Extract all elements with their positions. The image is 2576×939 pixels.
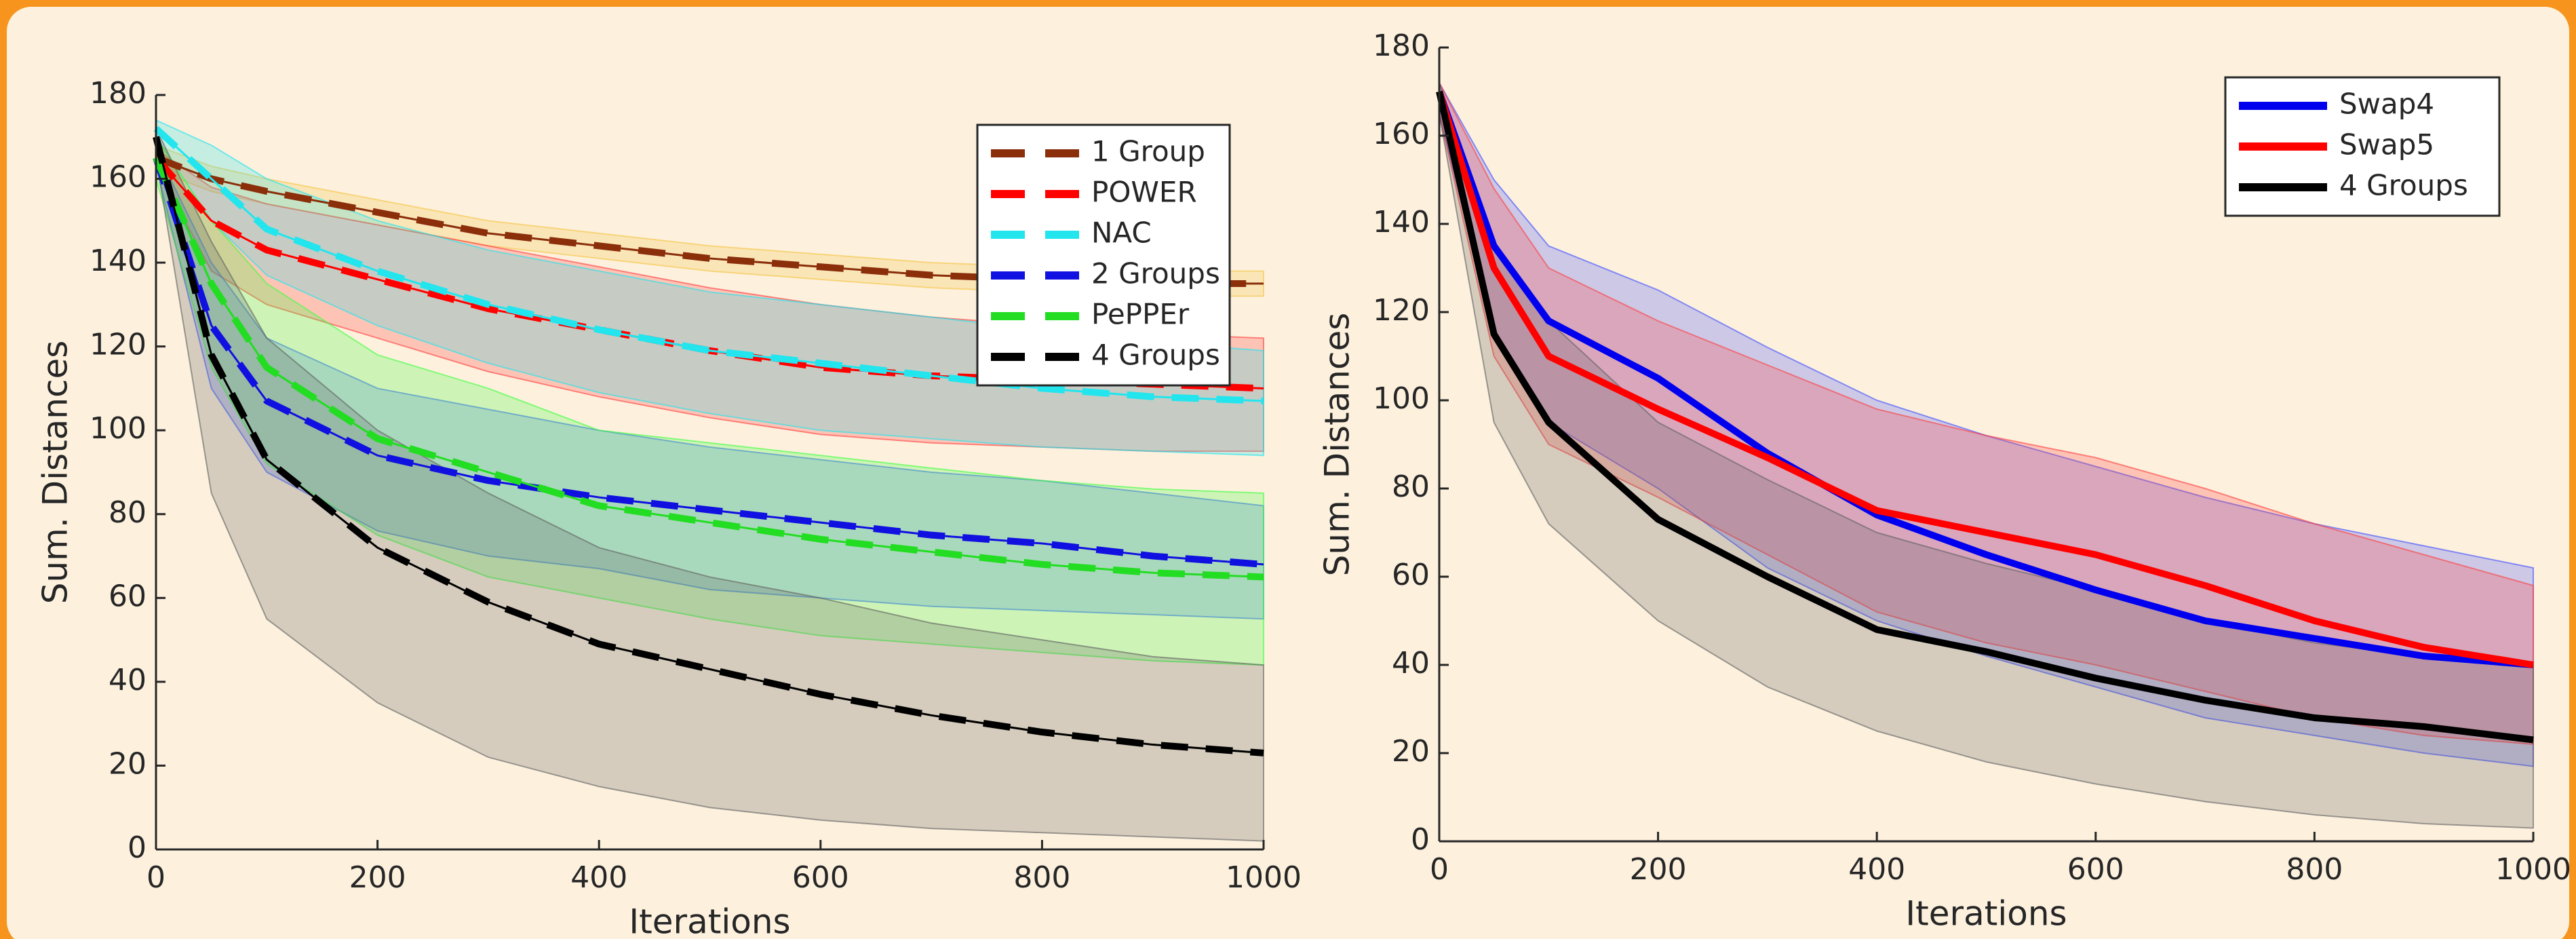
y-tick-label: 60: [1392, 558, 1430, 592]
x-tick-label: 400: [570, 860, 627, 895]
legend-label: 4 Groups: [1091, 339, 1220, 372]
legend-label: Swap4: [2339, 88, 2434, 121]
legend: 1 Group POWER NAC 2 Groups PePPEr 4 Groups: [976, 123, 1231, 387]
y-axis-label: Sum. Distances: [36, 341, 75, 605]
series-line: [153, 157, 1264, 568]
legend-label: 1 Group: [1091, 135, 1205, 168]
x-axis-label: Iterations: [629, 902, 790, 939]
legend-label: Swap5: [2339, 128, 2434, 161]
x-axis-label: Iterations: [1905, 894, 2067, 934]
y-tick-label: 120: [90, 328, 147, 362]
y-tick-label: 20: [1392, 734, 1430, 769]
y-tick-label: 40: [1392, 646, 1430, 681]
legend-label: PePPEr: [1091, 298, 1190, 331]
x-tick-label: 200: [1630, 852, 1687, 887]
x-tick-label: 600: [792, 860, 849, 895]
legend-label: 2 Groups: [1091, 257, 1220, 290]
y-tick-label: 180: [1373, 28, 1430, 63]
legend-label: POWER: [1091, 176, 1197, 209]
y-tick-label: 160: [90, 160, 147, 195]
series-line: [1436, 90, 2534, 668]
y-tick-label: 180: [90, 76, 147, 111]
series-line: [1436, 90, 2534, 668]
y-tick-label: 0: [1411, 822, 1430, 857]
band: [1439, 82, 2534, 829]
x-tick-label: 800: [2286, 852, 2343, 887]
y-tick-label: 80: [109, 495, 147, 530]
background: [7, 7, 2569, 939]
y-tick-label: 40: [109, 663, 147, 697]
y-tick-label: 160: [1373, 117, 1430, 151]
x-tick-label: 1000: [2495, 852, 2571, 887]
y-tick-label: 80: [1392, 470, 1430, 504]
y-tick-label: 60: [109, 579, 147, 613]
series-line-thin: [155, 157, 1264, 578]
y-tick-label: 100: [90, 411, 147, 446]
y-tick-label: 140: [1373, 205, 1430, 239]
series-line: [153, 136, 1264, 756]
legend: Swap4 Swap5 4 Groups: [2224, 76, 2501, 217]
x-tick-label: 1000: [1226, 860, 1302, 895]
y-tick-label: 100: [1373, 381, 1430, 416]
x-tick-label: 600: [2067, 852, 2124, 887]
series-line: [153, 126, 1264, 404]
x-tick-label: 0: [1430, 852, 1449, 887]
legend-label: NAC: [1091, 216, 1152, 250]
y-tick-label: 20: [109, 746, 147, 781]
y-tick-label: 140: [90, 244, 147, 278]
legend-box: [976, 123, 1231, 387]
series-line: [1436, 90, 2534, 744]
x-tick-label: 0: [147, 860, 165, 895]
x-tick-label: 200: [349, 860, 406, 895]
legend-label: 4 Groups: [2339, 169, 2468, 202]
y-axis-label: Sum. Distances: [1318, 313, 1357, 577]
y-tick-label: 120: [1373, 293, 1430, 328]
x-tick-label: 400: [1848, 852, 1905, 887]
plot: 0 20 40 60 80 100 120 140 160 180 0 200 400 600 800 100…: [1318, 28, 2571, 934]
y-tick-label: 0: [128, 830, 147, 865]
x-tick-label: 800: [1013, 860, 1070, 895]
plot: 0 20 40 60 80 100 120 140 160 180 0 200 400 600 800 100…: [36, 76, 1302, 939]
